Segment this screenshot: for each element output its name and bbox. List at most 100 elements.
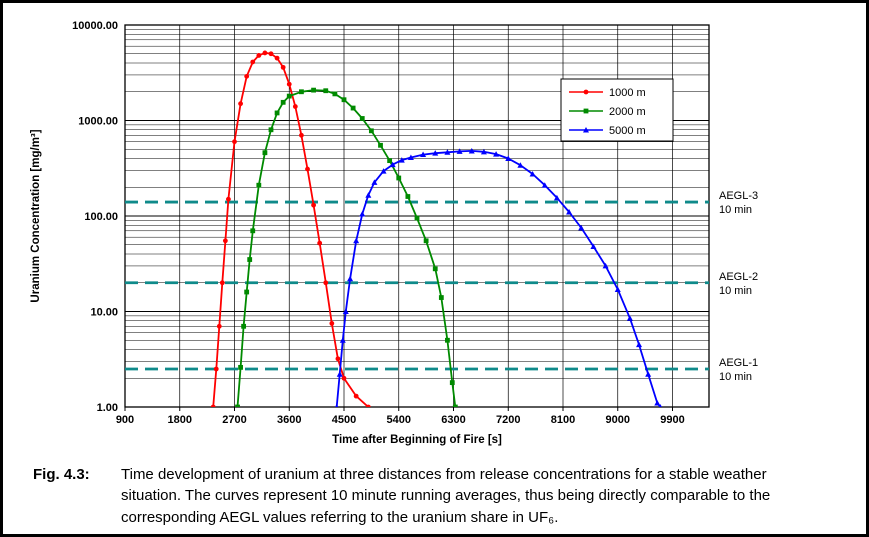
marker-circle [292,104,298,109]
marker-circle [210,404,216,407]
marker-triangle [335,404,339,407]
marker-circle [365,404,371,407]
marker-circle [268,51,274,57]
marker-triangle [339,337,346,343]
marker-triangle [553,194,560,201]
ref-line-sublabel: 10 min [719,204,752,216]
y-tick-label: 10.00 [90,307,118,319]
x-tick-label: 4500 [332,414,356,426]
marker-square [368,128,374,134]
marker-circle [244,73,250,79]
series-line [236,89,457,407]
x-tick-label: 9900 [660,414,684,426]
marker-triangle [456,148,463,154]
marker-circle [323,280,329,286]
marker-circle [226,196,231,202]
marker-triangle [590,243,597,249]
marker-square [323,88,329,94]
marker-triangle [365,192,372,198]
ref-line-sublabel: 10 min [719,285,752,297]
legend [560,78,674,142]
marker-circle [329,321,335,326]
marker-square [241,323,247,329]
x-tick-label: 2700 [222,414,246,426]
marker-circle [353,393,359,399]
marker-triangle [505,155,512,162]
legend-label: 5000 m [609,125,646,137]
marker-triangle [602,262,609,269]
marker-circle [250,59,256,65]
marker-square [438,295,444,300]
marker-square [256,182,262,188]
figure-caption-text: Time development of uranium at three dis… [121,466,771,526]
marker-triangle [658,404,662,407]
marker-triangle [654,400,661,406]
marker-triangle [347,275,354,282]
marker-triangle [583,127,589,133]
marker-circle [216,323,222,329]
x-tick-label: 8100 [551,414,575,426]
marker-square [432,266,438,272]
marker-triangle [529,171,536,177]
figure-caption: Fig. 4.3: Time development of uranium at… [33,464,843,528]
marker-circle [256,53,262,58]
series-line [212,52,369,407]
x-tick-label: 1800 [168,414,192,426]
marker-triangle [359,210,366,217]
x-axis-title: Time after Beginning of Fire [s] [332,434,502,446]
marker-square [235,404,240,407]
legend-label: 1000 m [609,87,646,99]
legend-label: 2000 m [609,106,646,118]
marker-triangle [493,151,500,157]
marker-triangle [645,371,652,377]
marker-square [274,110,280,116]
marker-circle [219,280,225,286]
series-2000-m [235,87,458,407]
marker-square [452,404,458,407]
uranium-concentration-chart: 900 1800 2700 3600 4500 5400 6300 7200 8100 9000 9… [30,20,758,446]
marker-square [359,116,365,121]
marker-square [341,97,347,103]
series-group [210,50,662,407]
marker-circle [213,366,219,372]
marker-triangle [371,179,378,185]
marker-triangle [517,162,524,168]
y-tick-label: 1000.00 [78,116,118,128]
marker-triangle [626,315,633,321]
plot-border [124,24,710,408]
marker-circle [311,202,316,208]
marker-square [262,150,268,156]
marker-square [449,380,455,386]
marker-circle [341,375,347,381]
marker-triangle [432,150,439,156]
y-axis-title: Uranium Concentration [mg/m³] [30,129,42,302]
ref-line-label: AEGL-2 [719,271,758,283]
marker-triangle [480,148,487,155]
marker-square [405,194,411,199]
marker-square [268,127,274,133]
marker-square [387,158,393,164]
marker-circle [286,81,292,87]
marker-triangle [420,151,427,158]
marker-circle [280,64,286,70]
marker-square [423,238,429,244]
ref-line-label: AEGL-3 [719,190,758,202]
y-tick-label: 1.00 [97,402,118,414]
marker-circle [222,238,228,244]
marker-triangle [578,224,585,231]
x-tick-label: 6300 [441,414,465,426]
marker-circle [232,139,237,145]
ref-line-label: AEGL-1 [719,357,758,369]
series-5000-m [335,147,662,407]
figure-label: Fig. 4.3: [33,466,90,483]
marker-square [311,87,316,93]
marker-circle [299,132,304,138]
marker-circle [274,55,280,61]
marker-circle [305,166,310,172]
marker-triangle [389,161,396,168]
x-tick-label: 5400 [387,414,411,426]
marker-circle [238,101,243,107]
marker-triangle [614,286,621,292]
marker-square [244,289,250,295]
